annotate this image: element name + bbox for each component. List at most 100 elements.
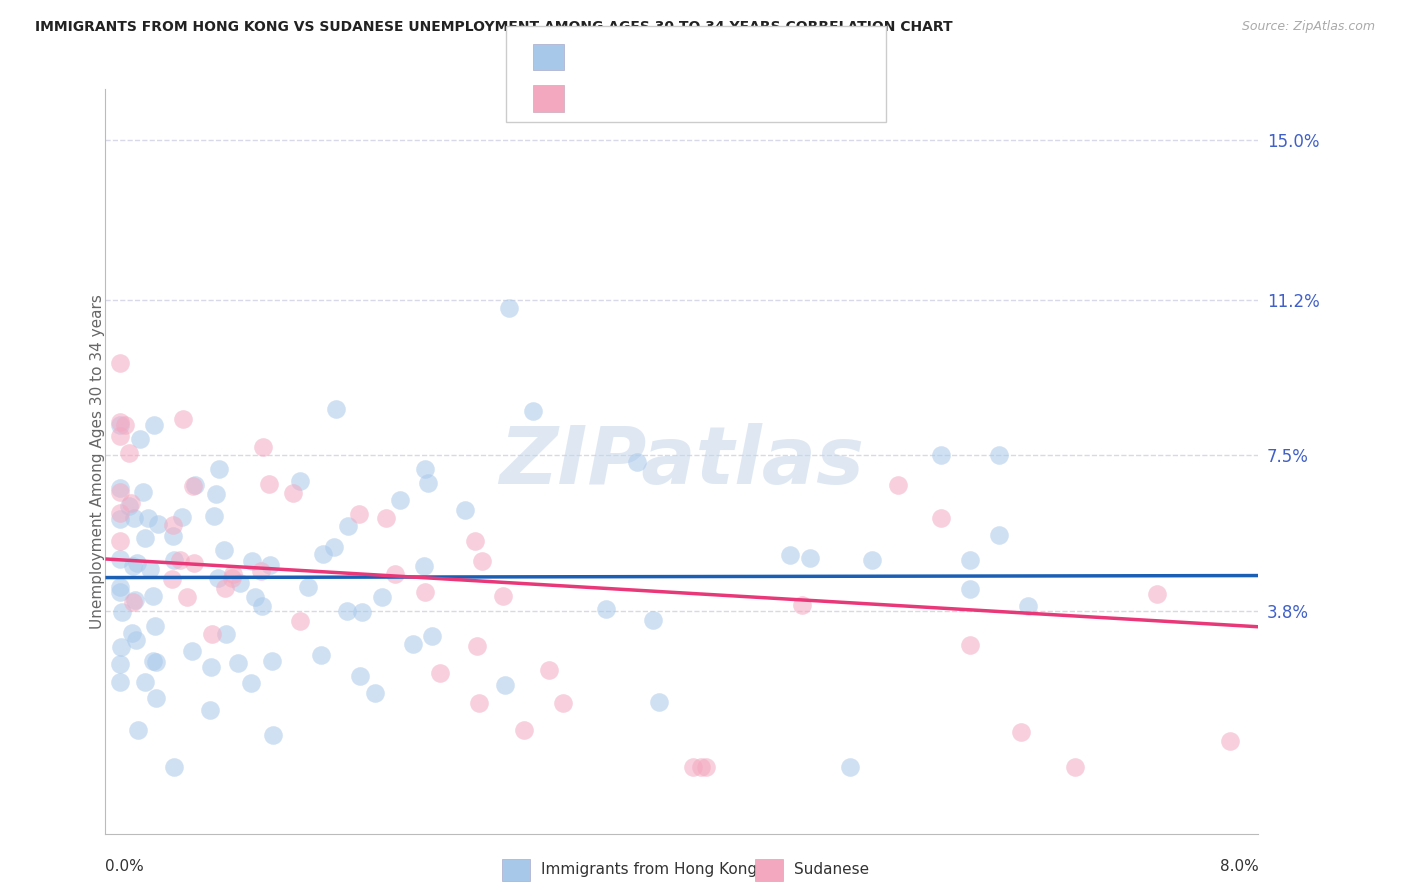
Point — [202, 509, 225, 524]
Point — [208, 462, 231, 476]
Point — [127, 723, 149, 737]
Point — [779, 548, 801, 562]
Point — [205, 487, 228, 501]
Point — [363, 686, 385, 700]
Point — [799, 551, 821, 566]
Point — [1017, 599, 1039, 614]
Point — [350, 605, 373, 619]
Point — [498, 301, 520, 315]
Point — [1064, 760, 1087, 774]
Point — [222, 566, 245, 581]
Point — [183, 556, 205, 570]
Point — [108, 506, 131, 520]
Text: IMMIGRANTS FROM HONG KONG VS SUDANESE UNEMPLOYMENT AMONG AGES 30 TO 34 YEARS COR: IMMIGRANTS FROM HONG KONG VS SUDANESE UN… — [35, 20, 953, 34]
Point — [243, 590, 266, 604]
Point — [110, 640, 132, 655]
Point — [198, 703, 221, 717]
Point — [239, 676, 262, 690]
Point — [959, 582, 981, 597]
Text: Sudanese: Sudanese — [794, 863, 869, 877]
Point — [121, 626, 143, 640]
Point — [108, 533, 131, 548]
Point — [371, 591, 394, 605]
Point — [959, 638, 981, 652]
Point — [108, 481, 131, 495]
Point — [111, 606, 134, 620]
Point — [117, 446, 139, 460]
Point — [959, 553, 981, 567]
Point — [288, 614, 311, 628]
Point — [465, 639, 488, 653]
Point — [207, 571, 229, 585]
Point — [214, 581, 236, 595]
Point — [494, 678, 516, 692]
Point — [374, 511, 396, 525]
Point — [838, 760, 860, 774]
Point — [887, 477, 910, 491]
Point — [108, 512, 131, 526]
Point — [349, 508, 371, 522]
Point — [349, 669, 371, 683]
Point — [513, 723, 536, 737]
Point — [429, 666, 451, 681]
Point — [682, 760, 704, 774]
Point — [162, 572, 184, 586]
Point — [309, 648, 332, 662]
Point — [184, 478, 207, 492]
Point — [162, 518, 184, 533]
Point — [690, 760, 713, 774]
Point — [252, 440, 274, 454]
Point — [200, 627, 222, 641]
Point — [180, 644, 202, 658]
Point — [288, 475, 311, 489]
Point — [522, 404, 544, 418]
Point — [412, 558, 434, 573]
Point — [145, 691, 167, 706]
Point — [413, 584, 436, 599]
Point — [931, 511, 953, 525]
Point — [163, 760, 186, 774]
Point — [108, 552, 131, 566]
Point — [325, 402, 347, 417]
Point — [108, 580, 131, 594]
Point — [142, 589, 165, 603]
Point — [537, 663, 560, 677]
Text: Source: ZipAtlas.com: Source: ZipAtlas.com — [1241, 20, 1375, 33]
Point — [464, 534, 486, 549]
Point — [125, 632, 148, 647]
Point — [792, 599, 814, 613]
Point — [162, 529, 184, 543]
Point — [471, 553, 494, 567]
Point — [118, 500, 141, 514]
Point — [214, 543, 236, 558]
Point — [259, 558, 281, 572]
Point — [169, 553, 191, 567]
Point — [337, 518, 360, 533]
Point — [260, 654, 283, 668]
Point — [221, 571, 243, 585]
Point — [136, 511, 159, 525]
Point — [384, 566, 406, 581]
Point — [695, 760, 717, 774]
Point — [413, 461, 436, 475]
Point — [128, 432, 150, 446]
Point — [402, 637, 425, 651]
Point — [215, 627, 238, 641]
Point — [226, 657, 249, 671]
Point — [108, 415, 131, 429]
Point — [134, 675, 156, 690]
Text: N = 90: N = 90 — [718, 48, 786, 66]
Point — [1218, 734, 1241, 748]
Text: 8.0%: 8.0% — [1219, 859, 1258, 874]
Point — [127, 556, 149, 570]
Point — [420, 629, 443, 643]
Point — [122, 511, 145, 525]
Point — [250, 564, 273, 578]
Point — [145, 656, 167, 670]
Point — [108, 429, 131, 443]
Point — [122, 595, 145, 609]
Point — [336, 604, 359, 618]
Point — [143, 418, 166, 433]
Point — [1146, 587, 1168, 601]
Point — [988, 528, 1011, 542]
